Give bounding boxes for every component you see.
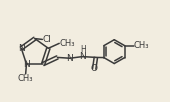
Text: H: H [80, 45, 86, 54]
Text: CH₃: CH₃ [18, 74, 33, 83]
Text: N: N [67, 54, 73, 63]
Text: CH₃: CH₃ [59, 39, 75, 48]
Text: CH₃: CH₃ [134, 41, 149, 50]
Text: Cl: Cl [42, 35, 51, 44]
Text: N: N [79, 52, 86, 61]
Text: N: N [23, 60, 30, 69]
Text: O: O [91, 64, 98, 73]
Text: N: N [18, 44, 25, 53]
